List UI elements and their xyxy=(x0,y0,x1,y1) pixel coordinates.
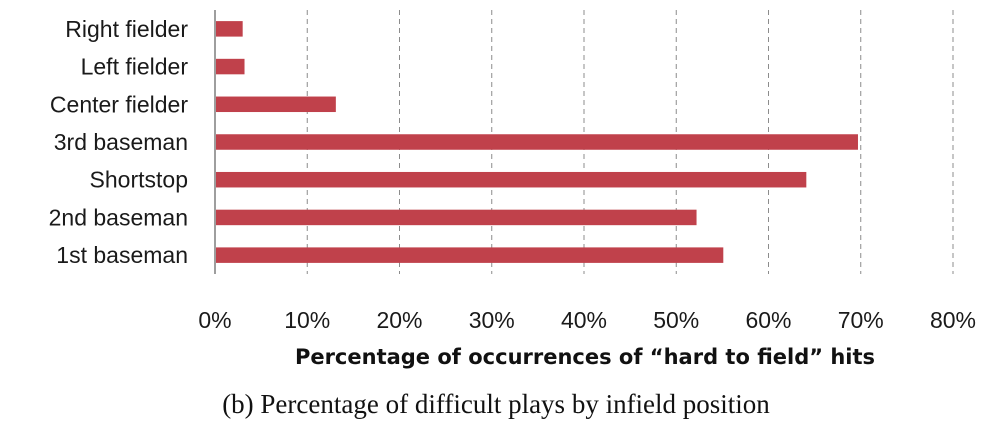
x-axis-label: Percentage of occurrences of “hard to fi… xyxy=(295,345,875,369)
figure-caption: (b) Percentage of difficult plays by inf… xyxy=(222,389,770,419)
category-label: 3rd baseman xyxy=(54,129,188,155)
category-label: Center fielder xyxy=(50,91,188,117)
x-tick-labels: 0% 10% 20% 30% 40% 50% 60% 70% 80% xyxy=(198,307,976,333)
grid-lines xyxy=(306,10,954,274)
category-label: Shortstop xyxy=(90,167,188,193)
bar xyxy=(216,134,858,150)
bar xyxy=(216,247,724,263)
category-label: Right fielder xyxy=(65,16,188,42)
bar xyxy=(216,96,336,113)
x-tick-label: 40% xyxy=(561,307,607,333)
x-tick-label: 70% xyxy=(838,307,884,333)
x-tick-label: 10% xyxy=(284,307,330,333)
category-label: 2nd baseman xyxy=(49,204,188,230)
x-tick-label: 50% xyxy=(653,307,699,333)
bar xyxy=(216,58,245,75)
bar xyxy=(216,171,807,188)
x-tick-label: 30% xyxy=(469,307,515,333)
x-tick-label: 0% xyxy=(198,307,231,333)
category-label: Left fielder xyxy=(81,54,189,80)
bar xyxy=(216,209,697,226)
x-tick-label: 80% xyxy=(930,307,976,333)
x-tick-label: 60% xyxy=(745,307,791,333)
category-labels: Right fielder Left fielder Center fielder 3… xyxy=(49,16,189,268)
x-tick-label: 20% xyxy=(376,307,422,333)
bar xyxy=(216,21,243,37)
bars xyxy=(216,21,858,263)
category-label: 1st baseman xyxy=(56,242,188,268)
